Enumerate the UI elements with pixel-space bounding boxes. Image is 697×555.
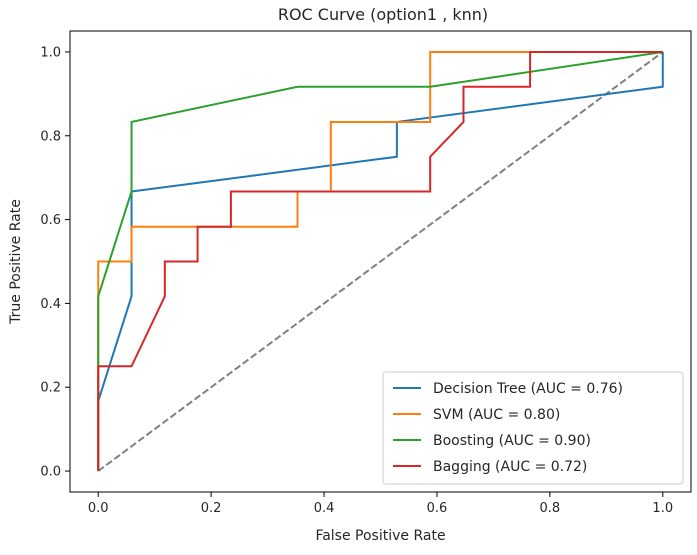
y-tick-label: 0.2 [40, 381, 61, 396]
chance-diagonal-line [97, 51, 664, 472]
legend-entry-2: Boosting (AUC = 0.90) [433, 433, 591, 449]
y-axis-label: True Positive Rate [8, 199, 24, 325]
y-tick-label: 0.8 [40, 129, 61, 144]
x-tick-label: 0.4 [314, 501, 335, 516]
x-tick-label: 1.0 [652, 501, 673, 516]
series-lines [97, 50, 664, 472]
x-tick-label: 0.2 [201, 501, 222, 516]
y-tick-label: 1.0 [40, 45, 61, 60]
series-line-1 [97, 50, 663, 472]
series-line-2 [97, 50, 663, 472]
y-tick-label: 0.4 [40, 297, 61, 312]
axis-ticks: 0.0 0.2 0.4 0.6 0.8 1.0 0.0 0.2 0.4 0.6 0.8 1.0 [40, 45, 673, 516]
legend-entry-1: SVM (AUC = 0.80) [433, 407, 560, 423]
legend-entry-3: Bagging (AUC = 0.72) [433, 459, 587, 475]
x-tick-label: 0.6 [427, 501, 448, 516]
series-line-0 [97, 51, 664, 472]
plot-frame [69, 30, 692, 493]
x-tick-label: 0.8 [540, 501, 561, 516]
x-tick-label: 0.0 [88, 501, 109, 516]
series-line-3 [97, 50, 663, 472]
x-axis-label: False Positive Rate [315, 528, 445, 544]
y-tick-label: 0.6 [40, 213, 61, 228]
legend: Decision Tree (AUC = 0.76) SVM (AUC = 0.8… [382, 371, 684, 485]
legend-box [382, 371, 684, 485]
legend-entry-0: Decision Tree (AUC = 0.76) [433, 381, 623, 397]
y-tick-label: 0.0 [40, 465, 61, 480]
chart-title: ROC Curve (option1 , knn) [278, 5, 488, 24]
